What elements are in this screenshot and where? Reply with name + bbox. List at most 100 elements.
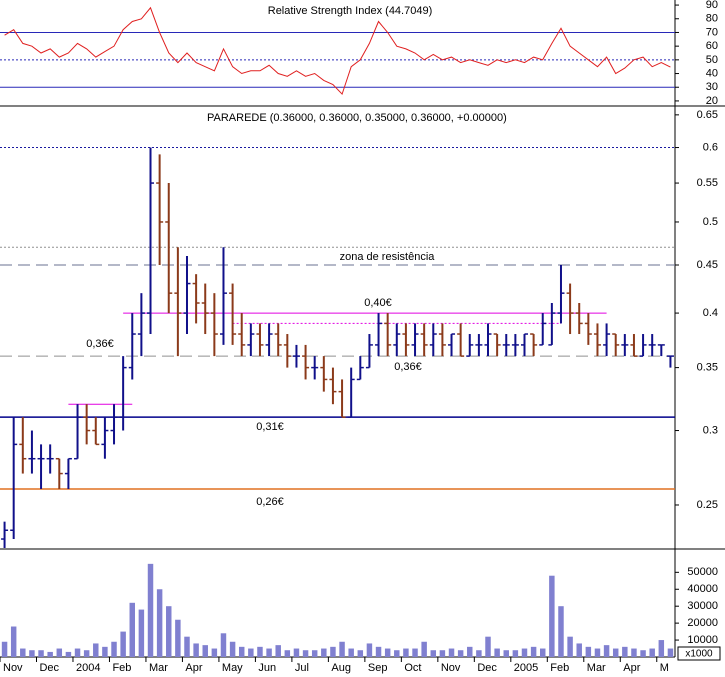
volume-bar	[384, 648, 391, 657]
volume-bar	[603, 645, 610, 657]
x-tick-label: Nov	[441, 662, 461, 674]
volume-bar	[439, 650, 446, 657]
volume-bar	[65, 651, 72, 657]
y-tick-label: 0.3	[703, 424, 718, 436]
annotation: 0,36€	[86, 338, 114, 350]
volume-bar	[74, 648, 81, 657]
volume-bar	[667, 648, 674, 657]
volume-bar	[83, 650, 90, 657]
x-tick-label: 2005	[514, 662, 538, 674]
x-tick-label: Apr	[185, 662, 202, 674]
y-tick-label: 20000	[687, 617, 718, 629]
annotation: 0,31€	[256, 421, 284, 433]
volume-bar	[311, 650, 318, 657]
volume-bar	[558, 606, 564, 657]
x-tick-label: Aug	[331, 662, 351, 674]
volume-bar	[357, 650, 364, 657]
volume-bar	[211, 648, 218, 657]
y-tick-label: 0.55	[697, 177, 718, 189]
volume-bar	[503, 650, 509, 657]
x-tick-label: Mar	[149, 662, 168, 674]
x-tick-label: May	[222, 662, 243, 674]
volume-bar	[129, 602, 135, 657]
annotation: 0,40€	[364, 297, 392, 309]
annotation: 0,36€	[394, 361, 422, 373]
volume-bar	[576, 643, 582, 657]
volume-bar	[512, 650, 519, 657]
volume-bar	[430, 650, 437, 657]
volume-bar	[658, 640, 665, 657]
volume-bar	[567, 636, 573, 657]
x-tick-label: Feb	[550, 662, 569, 674]
y-tick-label: 80	[706, 13, 718, 25]
y-tick-label: 30	[706, 81, 718, 93]
y-tick-label: 0.65	[697, 109, 718, 121]
volume-bar	[302, 650, 309, 657]
y-tick-label: 0.4	[703, 307, 718, 319]
price-title: PARAREDE (0.36000, 0.36000, 0.35000, 0.3…	[207, 112, 507, 124]
volume-bar	[403, 648, 409, 657]
volume-bar	[612, 648, 619, 657]
x-tick-label: Oct	[404, 662, 421, 674]
y-tick-label: 90	[706, 0, 718, 11]
volume-bar	[631, 648, 637, 657]
volume-bar	[448, 648, 455, 657]
y-tick-label: 10000	[687, 634, 718, 646]
volume-bar	[321, 648, 327, 657]
volume-bar	[366, 643, 373, 657]
y-tick-label: 40	[706, 67, 718, 79]
volume-bar	[29, 650, 35, 657]
volume-bar	[330, 646, 336, 657]
y-tick-label: 0.25	[697, 499, 718, 511]
volume-bar	[257, 646, 263, 657]
volume-bar	[47, 651, 53, 657]
y-tick-label: 0.45	[697, 259, 718, 271]
x-tick-label: Apr	[623, 662, 640, 674]
volume-bar	[38, 650, 44, 657]
y-tick-label: 20	[706, 95, 718, 107]
y-tick-label: 50000	[687, 566, 718, 578]
volume-bar	[175, 619, 181, 657]
volume-bar	[375, 646, 382, 657]
y-tick-label: 70	[706, 26, 718, 38]
annotation: zona de resistência	[340, 251, 436, 263]
volume-bar	[238, 646, 245, 657]
volume-bar	[485, 636, 491, 657]
volume-bar	[1, 641, 8, 657]
y-tick-label: 50	[706, 54, 718, 66]
x-tick-label: Mar	[587, 662, 606, 674]
volume-bar	[138, 609, 145, 657]
volume-bar	[549, 575, 555, 657]
volume-bar	[284, 650, 291, 657]
volume-bar	[202, 645, 208, 657]
rsi-line	[4, 6, 671, 96]
volume-bar	[56, 648, 63, 657]
volume-bar	[166, 606, 172, 657]
y-tick-label: 40000	[687, 583, 718, 595]
volume-bar	[339, 641, 345, 657]
x-tick-label: Feb	[112, 662, 131, 674]
volume-bar	[467, 646, 473, 657]
volume-bar	[102, 646, 108, 657]
volume-bar	[540, 648, 546, 657]
volume-bar	[20, 648, 26, 657]
volume-bar	[394, 650, 400, 657]
volume-bar	[120, 631, 126, 657]
multiplier-label: x1000	[685, 649, 713, 660]
y-tick-label: 0.6	[703, 141, 718, 153]
volume-bar	[348, 648, 354, 657]
multiplier-box	[677, 646, 721, 661]
volume-bar	[248, 648, 254, 657]
volume-bar	[649, 648, 655, 657]
volume-bar	[229, 641, 236, 657]
volume-bar	[585, 646, 592, 657]
volume-bar	[412, 648, 418, 657]
volume-bar	[293, 648, 300, 657]
annotation: 0,26€	[256, 496, 284, 508]
x-tick-label: M	[660, 662, 669, 674]
x-tick-label: Nov	[3, 662, 23, 674]
y-tick-label: 0.5	[703, 216, 718, 228]
y-tick-label: 30000	[687, 600, 718, 612]
y-tick-label: 0.35	[697, 362, 718, 374]
